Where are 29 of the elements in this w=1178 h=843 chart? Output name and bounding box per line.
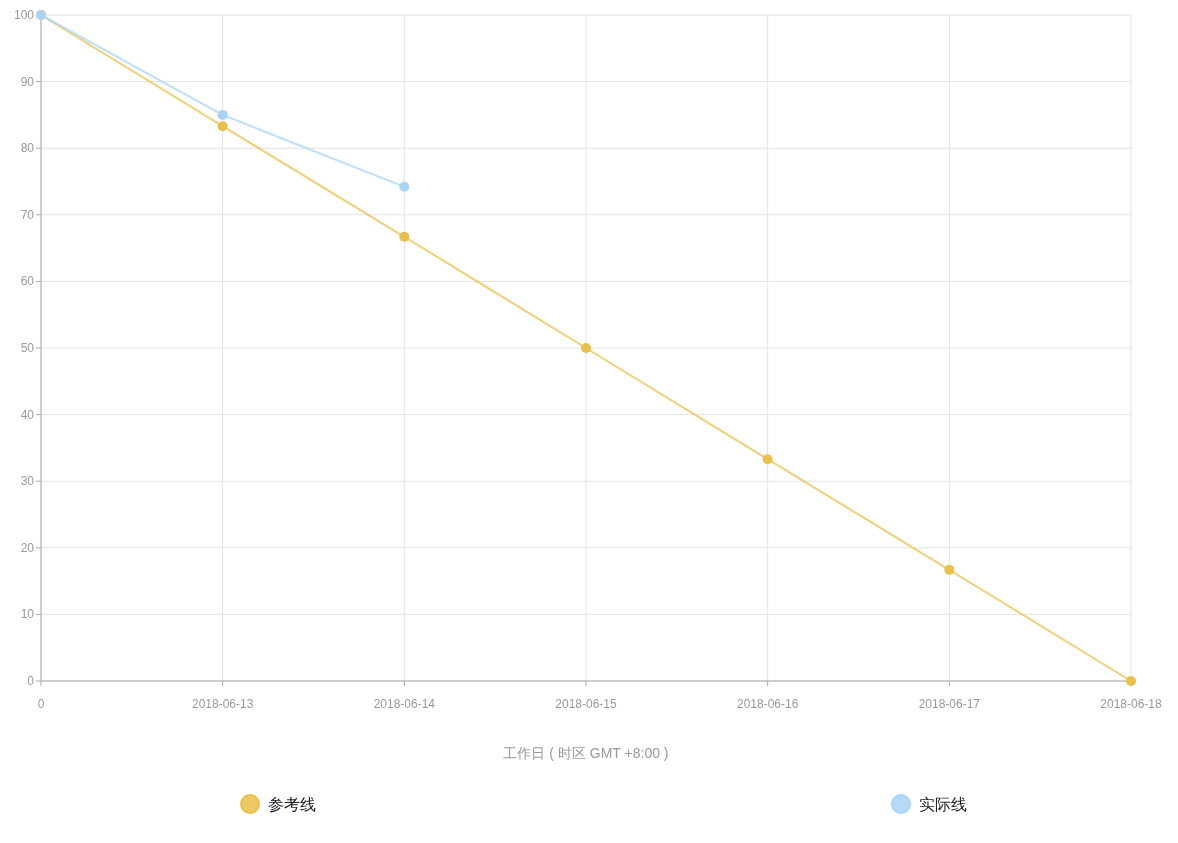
x-tick-label: 2018-06-17 xyxy=(918,697,981,711)
x-tick-label: 2018-06-16 xyxy=(736,697,799,711)
y-tick-label: 60 xyxy=(20,274,35,289)
y-tick-label: 90 xyxy=(20,74,35,89)
point xyxy=(944,564,955,575)
legend-label: 参考线 xyxy=(268,796,316,813)
x-tick-label: 0 xyxy=(37,697,45,711)
x-tick-label: 2018-06-13 xyxy=(191,697,254,711)
y-tick-label: 100 xyxy=(13,8,35,22)
y-tick-label: 40 xyxy=(20,407,35,422)
y-tick-label: 30 xyxy=(20,474,35,489)
y-tick-label: 20 xyxy=(20,540,35,555)
y-tick-label: 10 xyxy=(20,607,35,622)
y-tick-label: 0 xyxy=(27,674,35,688)
x-axis-title: 工作日 ( 时区 GMT +8:00 ) xyxy=(503,745,669,761)
x-tick-label: 2018-06-15 xyxy=(555,697,618,711)
point xyxy=(217,109,228,120)
point xyxy=(399,181,410,192)
y-tick-label: 50 xyxy=(20,341,35,355)
x-tick-label: 2018-06-14 xyxy=(373,697,436,711)
point xyxy=(1126,676,1136,686)
x-tick-label: 2018-06-18 xyxy=(1100,697,1163,711)
point xyxy=(581,343,591,353)
y-tick-label: 80 xyxy=(20,141,35,156)
point xyxy=(399,231,410,242)
point xyxy=(762,454,773,465)
point xyxy=(217,121,228,132)
y-tick-label: 70 xyxy=(20,207,35,222)
legend-label: 实际线 xyxy=(919,796,967,813)
